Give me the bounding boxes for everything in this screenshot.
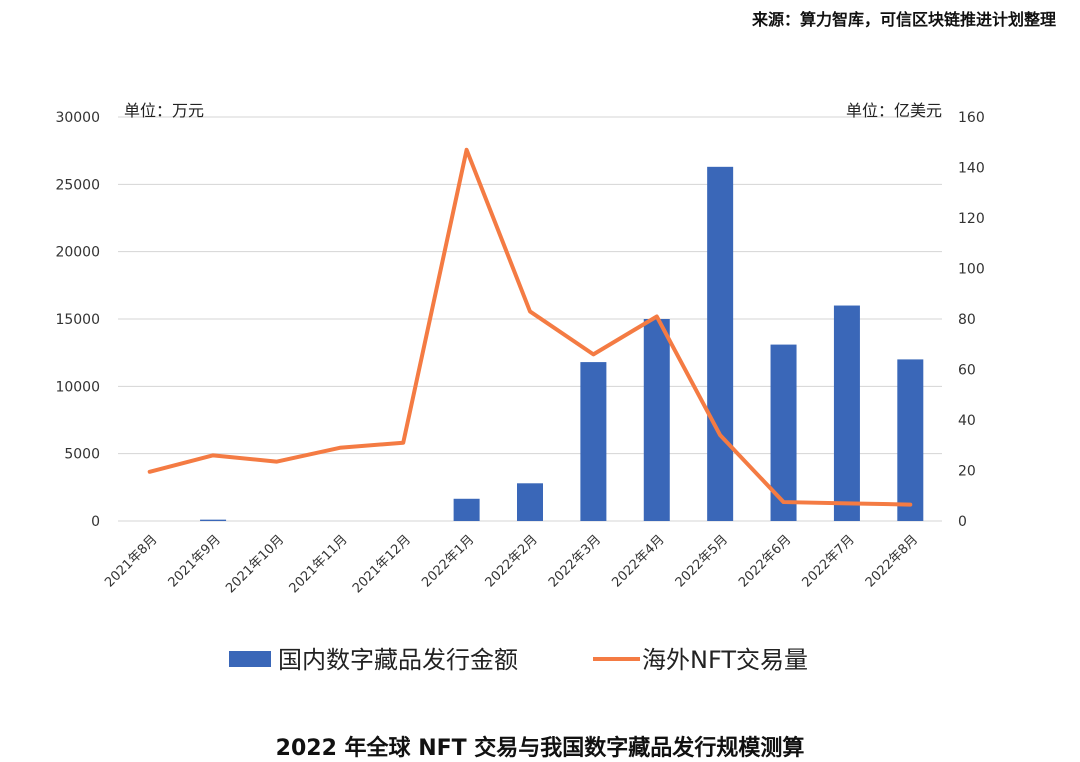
right-tick-label: 140 — [958, 161, 985, 177]
legend: 国内数字藏品发行金额 海外NFT交易量 — [229, 646, 808, 674]
category-label: 2022年3月 — [546, 532, 604, 590]
category-label: 2021年9月 — [166, 532, 224, 590]
gridlines — [118, 116, 942, 522]
bar — [897, 359, 924, 521]
left-tick-label: 20000 — [55, 245, 100, 261]
category-label: 2021年10月 — [223, 532, 287, 596]
right-tick-label: 20 — [958, 464, 976, 480]
bar — [707, 166, 734, 521]
legend-bar-label: 国内数字藏品发行金额 — [278, 646, 518, 674]
category-label: 2021年11月 — [287, 532, 351, 596]
right-tick-label: 80 — [958, 312, 976, 328]
category-label: 2022年1月 — [419, 532, 477, 590]
bar — [643, 319, 670, 521]
right-tick-label: 40 — [958, 413, 976, 429]
source-note: 来源：算力智库，可信区块链推进计划整理 — [751, 10, 1056, 29]
category-labels: 2021年8月 2021年9月 2021年10月 2021年11月 2021年12月 20… — [102, 532, 921, 596]
category-label: 2022年2月 — [483, 532, 541, 590]
category-label: 2021年8月 — [102, 532, 160, 590]
legend-bar-swatch — [229, 651, 271, 667]
left-tick-label: 0 — [91, 514, 100, 530]
left-tick-label: 15000 — [55, 312, 100, 328]
left-axis-unit: 单位：万元 — [124, 101, 204, 120]
bar — [200, 519, 227, 521]
left-tick-label: 10000 — [55, 379, 100, 395]
bar-series — [200, 166, 924, 521]
category-label: 2022年8月 — [863, 532, 921, 590]
left-tick-label: 5000 — [64, 447, 100, 463]
category-label: 2022年5月 — [673, 532, 731, 590]
bar — [517, 483, 543, 521]
right-tick-label: 60 — [958, 363, 976, 379]
bar — [833, 305, 860, 521]
category-label: 2022年4月 — [609, 532, 667, 590]
category-label: 2021年12月 — [350, 532, 414, 596]
right-tick-label: 160 — [958, 110, 985, 126]
category-label: 2022年6月 — [736, 532, 794, 590]
left-axis-ticks: 0 5000 10000 15000 20000 25000 30000 — [55, 110, 100, 530]
line-series — [147, 147, 913, 507]
left-tick-label: 30000 — [55, 110, 100, 126]
left-tick-label: 25000 — [55, 177, 100, 193]
chart-caption: 2022 年全球 NFT 交易与我国数字藏品发行规模测算 — [275, 736, 805, 761]
bar — [580, 362, 607, 521]
right-axis-unit: 单位：亿美元 — [846, 101, 942, 120]
legend-line-label: 海外NFT交易量 — [642, 646, 808, 674]
category-label: 2022年7月 — [800, 532, 858, 590]
chart: 0 5000 10000 15000 20000 25000 30000 0 20 40 60 80… — [55, 101, 985, 674]
right-tick-label: 120 — [958, 211, 985, 227]
right-tick-label: 100 — [958, 262, 985, 278]
right-axis-ticks: 0 20 40 60 80 100 120 140 160 — [958, 110, 985, 530]
bar — [453, 498, 480, 521]
right-tick-label: 0 — [958, 514, 967, 530]
